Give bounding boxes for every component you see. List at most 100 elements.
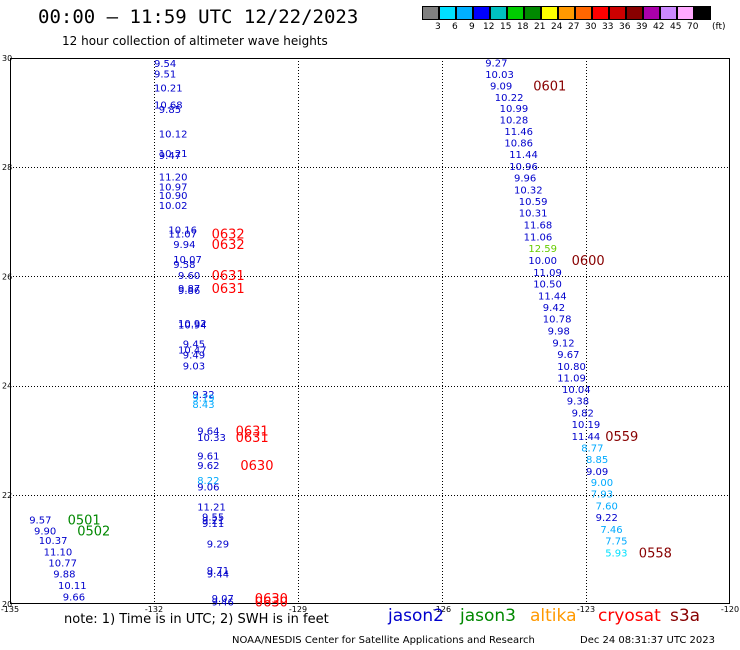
legend-swatch — [439, 6, 456, 20]
legend-label: 39 — [636, 22, 648, 32]
wave-height-value: 8.43 — [192, 400, 214, 411]
pass-time-label: 0501 — [68, 513, 101, 528]
wave-height-value: 9.44 — [207, 569, 229, 580]
legend-swatch — [507, 6, 524, 20]
x-tick-label: -135 — [1, 605, 19, 614]
color-legend-labels: 3 6 9 12 15 18 21 24 27 30 33 36 39 42 45 70 (ft) — [422, 22, 740, 34]
point-layer: 9.549.5110.2110.689.8510.1210.219.4711.2… — [29, 58, 627, 608]
wave-height-value: 10.21 — [159, 149, 188, 160]
pass-time-label: 0502 — [77, 524, 110, 539]
legend-label: 21 — [534, 22, 546, 32]
wave-height-value: 7.60 — [596, 502, 618, 513]
wave-height-value: 9.19 — [192, 394, 214, 405]
pass-label-layer: 0601060005590558063206320631063106310631… — [68, 79, 672, 610]
pass-time-label: 0631 — [236, 424, 269, 439]
wave-height-value: 9.88 — [53, 569, 75, 580]
y-tick-label: 24 — [2, 382, 12, 391]
legend-swatch — [592, 6, 609, 20]
wave-height-value: 9.27 — [485, 58, 507, 69]
wave-height-value: 10.04 — [562, 385, 591, 396]
wave-height-value: 11.46 — [504, 127, 533, 138]
wave-height-value: 7.46 — [600, 525, 622, 536]
wave-height-value: 10.16 — [168, 225, 197, 236]
pass-time-label: 0600 — [572, 254, 605, 269]
grid-layer — [10, 58, 730, 604]
wave-height-value: 9.03 — [183, 361, 205, 372]
wave-height-value: 7.93 — [591, 490, 613, 501]
wave-height-value: 10.11 — [58, 581, 87, 592]
wave-height-value: 11.20 — [159, 172, 188, 183]
wave-height-value: 9.29 — [207, 539, 229, 550]
wave-height-value: 10.78 — [543, 314, 572, 325]
legend-swatch — [473, 6, 490, 20]
wave-height-value: 10.33 — [197, 433, 226, 444]
pass-time-label: 0601 — [533, 79, 566, 94]
wave-height-value: 10.28 — [500, 116, 529, 127]
wave-height-value: 9.54 — [154, 59, 176, 70]
wave-height-value: 9.11 — [202, 519, 224, 530]
legend-swatch — [694, 6, 711, 20]
legend-swatch — [626, 6, 643, 20]
wave-height-value: 10.80 — [557, 362, 586, 373]
wave-height-value: 11.44 — [572, 432, 601, 443]
pass-time-label: 0631 — [212, 269, 245, 284]
wave-height-value: 9.82 — [572, 408, 594, 419]
wave-height-value: 9.64 — [197, 426, 219, 437]
wave-height-value: 10.47 — [178, 346, 207, 357]
wave-height-value: 9.51 — [154, 69, 176, 80]
pass-time-label: 0631 — [212, 282, 245, 297]
wave-height-value: 10.99 — [500, 104, 529, 115]
wave-height-value: 12.59 — [528, 244, 557, 255]
wave-height-value: 11.06 — [524, 233, 553, 244]
legend-label: 3 — [435, 22, 441, 32]
wave-height-value: 10.90 — [159, 191, 188, 202]
wave-height-value: 9.22 — [596, 513, 618, 524]
wave-height-value: 9.49 — [183, 350, 205, 361]
legend-swatch — [660, 6, 677, 20]
wave-height-value: 10.86 — [504, 139, 533, 150]
wave-height-value: 9.86 — [178, 286, 200, 297]
wave-height-value: 9.09 — [586, 467, 608, 478]
pass-time-label: 0558 — [639, 547, 672, 562]
wave-height-value: 10.94 — [178, 320, 207, 331]
wave-height-value: 8.22 — [197, 476, 219, 487]
footer-credit: NOAA/NESDIS Center for Satellite Applica… — [232, 635, 535, 646]
legend-swatch — [609, 6, 626, 20]
wave-height-value: 10.97 — [159, 182, 188, 193]
mission-jason2: jason2 — [388, 606, 444, 626]
legend-label: 12 — [483, 22, 495, 32]
wave-height-value: 5.93 — [605, 549, 627, 560]
footer-note: note: 1) Time is in UTC; 2) SWH is in fe… — [64, 612, 329, 627]
pass-time-label: 0630 — [240, 459, 273, 474]
wave-height-value: 9.32 — [192, 390, 214, 401]
wave-height-value: 9.67 — [557, 350, 579, 361]
wave-height-value: 10.21 — [154, 83, 183, 94]
wave-height-value: 9.57 — [29, 515, 51, 526]
wave-height-value: 10.32 — [514, 186, 543, 197]
legend-swatch — [643, 6, 660, 20]
pass-time-label: 0632 — [212, 238, 245, 253]
legend-label: 70 — [687, 22, 699, 32]
mission-cryosat: cryosat — [598, 606, 661, 626]
legend-label: 27 — [568, 22, 580, 32]
wave-height-value: 9.62 — [197, 461, 219, 472]
wave-height-value: 10.59 — [519, 197, 548, 208]
wave-height-value: 9.96 — [514, 174, 536, 185]
legend-swatch — [422, 6, 439, 20]
legend-label: 18 — [517, 22, 529, 32]
legend-swatch — [575, 6, 592, 20]
legend-label: 33 — [602, 22, 614, 32]
legend-unit: (ft) — [712, 22, 726, 32]
wave-height-value: 9.38 — [567, 396, 589, 407]
legend-label: 15 — [500, 22, 512, 32]
wave-height-value: 10.00 — [528, 256, 557, 267]
legend-label: 45 — [670, 22, 682, 32]
color-legend — [422, 6, 711, 20]
wave-height-value: 10.12 — [159, 129, 188, 140]
wave-height-value: 10.03 — [485, 70, 514, 81]
mission-s3a: s3a — [670, 606, 701, 626]
wave-height-value: 9.60 — [178, 271, 200, 282]
wave-height-value: 9.98 — [548, 326, 570, 337]
wave-height-value: 9.12 — [552, 338, 574, 349]
